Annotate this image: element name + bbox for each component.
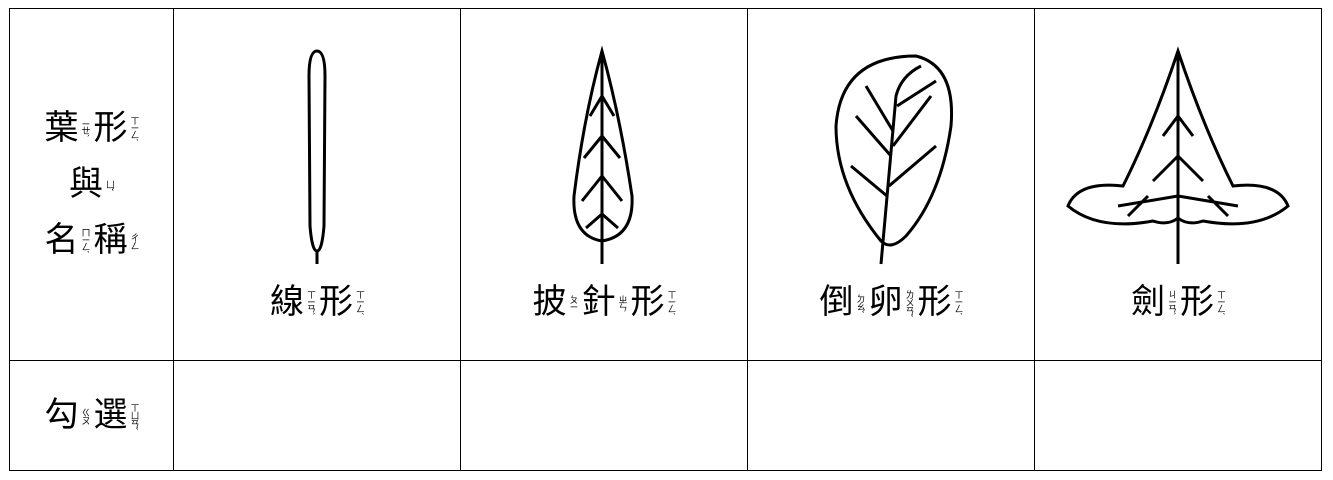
check-cell[interactable] [173,360,461,471]
zhuyin: ㄧㄝˋ [80,120,91,137]
leaf-drawing [307,48,327,264]
leaf-drawing [572,44,634,264]
syllable: 形ㄒㄧㄥˊ [917,283,964,321]
leaf-cell: 倒ㄉㄠˇ 卵ㄌㄨㄢˇ 形ㄒㄧㄥˊ [747,8,1035,361]
zhuyin: ㄒㄧㄥˊ [953,290,964,315]
check-label-cell: 勾ㄍㄡ選ㄒㄩㄢˇ [9,360,174,471]
header-line: 與ㄩˇ [10,165,173,203]
leaf-drawing [834,53,954,264]
zhuyin: ㄍㄡ [80,407,91,424]
character: 與 [69,165,103,203]
character: 形 [93,109,128,147]
character: 形 [1180,283,1214,321]
character: 劍 [1131,283,1165,321]
zhuyin: ㄒㄧㄥˊ [129,116,140,141]
syllable: 選ㄒㄩㄢˇ [93,396,140,434]
check-cell[interactable] [460,360,748,471]
syllable: 卵ㄌㄨㄢˇ [868,283,915,321]
syllable: 勾ㄍㄡ [44,396,91,434]
zhuyin: ㄌㄨㄢˇ [904,289,915,316]
syllable: 倒ㄉㄠˇ [819,283,866,321]
leaf-name: 線ㄒㄧㄢˋ 形ㄒㄧㄥˊ [174,283,460,321]
zhuyin: ㄇㄧㄥˊ [80,228,91,253]
syllable: 劍ㄐㄧㄢˋ [1131,283,1177,321]
syllable: 針ㄓㄣ [581,283,628,321]
character: 名 [44,221,79,259]
leaf-table: 葉ㄧㄝˋ 形ㄒㄧㄥˊ 與ㄩˇ 名ㄇㄧㄥˊ 稱ㄔㄥ 線ㄒㄧㄢˋ 形ㄒㄧㄥˊ 披ㄆㄧ針ㄓㄣ形ㄒ… [9,8,1322,471]
zhuyin: ㄐㄧㄢˋ [1167,290,1177,315]
zhuyin: ㄒㄧㄥˊ [1216,290,1226,315]
header-line: 名ㄇㄧㄥˊ 稱ㄔㄥ [10,221,173,259]
header-cell: 葉ㄧㄝˋ 形ㄒㄧㄥˊ 與ㄩˇ 名ㄇㄧㄥˊ 稱ㄔㄥ [9,8,174,361]
zhuyin: ㄓㄣ [617,294,628,311]
leaf-cell: 劍ㄐㄧㄢˋ 形ㄒㄧㄥˊ [1034,8,1322,361]
zhuyin: ㄔㄥ [129,232,140,249]
syllable: 形ㄒㄧㄥˊ [630,283,677,321]
zhuyin: ㄉㄠˇ [855,293,866,312]
check-cell[interactable] [1034,360,1322,471]
syllable: 與ㄩˇ [69,165,115,203]
zhuyin: ㄒㄧㄢˋ [306,290,316,315]
zhuyin: ㄒㄧㄥˊ [355,290,365,315]
leaf-name: 劍ㄐㄧㄢˋ 形ㄒㄧㄥˊ [1035,283,1321,321]
character: 稱 [93,221,128,259]
check-cell[interactable] [747,360,1035,471]
leaf-cell: 披ㄆㄧ針ㄓㄣ形ㄒㄧㄥˊ [460,8,748,361]
character: 披 [532,283,567,321]
character: 形 [917,283,952,321]
syllable: 形ㄒㄧㄥˊ [1180,283,1226,321]
syllable: 形ㄒㄧㄥˊ [93,109,140,147]
zhuyin: ㄒㄧㄥˊ [666,290,677,315]
syllable: 形ㄒㄧㄥˊ [319,283,365,321]
character: 形 [319,283,353,321]
character: 勾 [44,396,79,434]
character: 選 [93,396,128,434]
check-label: 勾ㄍㄡ選ㄒㄩㄢˇ [10,396,173,434]
character: 形 [630,283,665,321]
syllable: 披ㄆㄧ [532,283,579,321]
leaf-drawing [1066,45,1290,264]
header-line: 葉ㄧㄝˋ 形ㄒㄧㄥˊ [10,109,173,147]
character: 針 [581,283,616,321]
leaf-name: 倒ㄉㄠˇ 卵ㄌㄨㄢˇ 形ㄒㄧㄥˊ [748,283,1034,321]
character: 葉 [44,109,79,147]
zhuyin: ㄒㄩㄢˇ [129,402,140,429]
leaf-name: 披ㄆㄧ針ㄓㄣ形ㄒㄧㄥˊ [461,283,747,321]
syllable: 線ㄒㄧㄢˋ [270,283,316,321]
character: 卵 [868,283,903,321]
character: 倒 [819,283,854,321]
zhuyin: ㄆㄧ [568,295,579,310]
syllable: 葉ㄧㄝˋ [44,109,91,147]
syllable: 名ㄇㄧㄥˊ [44,221,91,259]
character: 線 [270,283,304,321]
syllable: 稱ㄔㄥ [93,221,140,259]
leaf-cell: 線ㄒㄧㄢˋ 形ㄒㄧㄥˊ [173,8,461,361]
zhuyin: ㄩˇ [105,179,115,190]
